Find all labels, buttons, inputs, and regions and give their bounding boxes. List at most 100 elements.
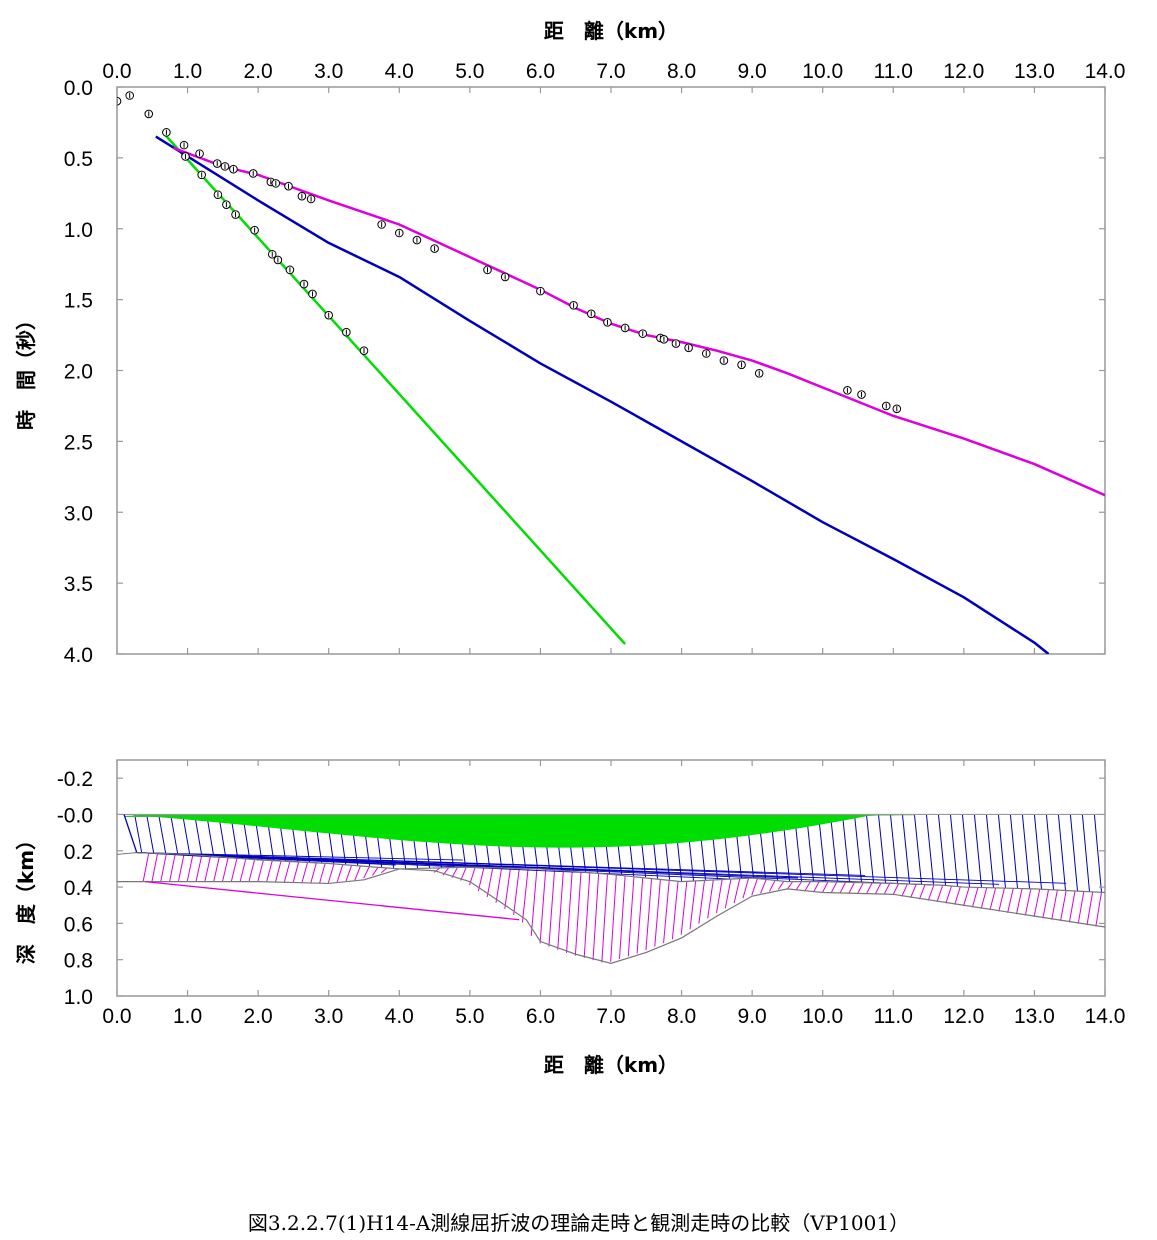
observed-point [701,349,711,358]
refractor-ray-path [145,880,520,921]
top-y-tick-label: 0.5 [64,148,93,171]
observed-point [125,91,135,100]
ray-path-layer2 [610,874,617,962]
ray-path-layer2 [989,887,997,911]
ray-path-layer2 [592,873,600,961]
top-x-tick-label: 8.0 [667,60,696,83]
observed-point [324,310,334,320]
observed-point [229,164,238,174]
direct-wave-ray [124,815,916,817]
bottom-x-tick-label: 9.0 [738,1005,767,1028]
ray-path-layer1 [1033,814,1042,889]
travel-time-curve-green [161,131,627,645]
ray-path-layer2 [372,867,379,876]
ray-path-layer2 [213,856,220,882]
ray-path-layer1 [146,814,155,854]
observed-point [843,386,852,395]
ray-path-layer2 [936,885,944,903]
ray-path-layer2 [160,853,167,882]
observed-point [213,190,223,200]
top-plot-frame [116,86,1106,655]
ray-path-layer2 [1033,889,1041,918]
bottom-x-tick-label: 12.0 [943,1005,984,1028]
ray-path-layer2 [266,860,273,883]
bottom-x-tick-label: 8.0 [667,1005,696,1028]
top-x-tick-label: 6.0 [526,60,555,83]
top-x-tick-labels: 0.0 1.0 2.0 3.0 4.0 5.0 6.0 7.0 8.0 9.0 10.0 11.0 12… [102,60,1125,654]
observed-point [179,140,189,150]
ray-path-layer2 [1077,891,1085,924]
ray-path-layer1 [925,814,935,885]
ray-path-layer2 [1024,888,1032,916]
bottom-y-tick-label: 0.6 [64,913,93,936]
ray-path-layer1 [170,814,179,854]
bottom-x-tick-label: 14.0 [1085,1005,1126,1028]
ray-path-layer1 [913,814,923,885]
top-y-tick-labels: 0.0 0.5 1.0 1.5 2.0 2.5 3.0 3.5 4.0 [64,77,1105,667]
observed-point [144,109,154,119]
ray-path-layer1 [134,814,143,853]
bottom-x-tick-label: 7.0 [596,1005,625,1028]
observed-point [197,170,206,180]
bottom-y-tick-label: -0.0 [57,804,93,827]
layer2-boundary [117,868,1105,964]
ray-path-layer1 [985,814,994,888]
observed-point [220,162,230,171]
ray-path-layer2 [724,878,732,909]
ray-path-layer2 [760,879,767,894]
bottom-y-tick-label: 0.4 [64,877,94,900]
observed-point [671,339,681,348]
observed-point [719,356,729,365]
top-y-tick-label: 2.5 [64,431,93,454]
ray-path-layer2 [813,881,820,893]
ray-path-layer2 [204,856,211,882]
observed-point [394,228,404,238]
ray-path-layer2 [513,868,520,915]
bottom-x-tick-label: 5.0 [455,1005,484,1028]
ray-path-layer2 [1095,892,1102,927]
ray-path-layer1 [1081,814,1090,892]
top-x-tick-label: 7.0 [596,60,625,83]
observed-point-circle [117,96,122,106]
observed-point [892,404,902,414]
ray-path-layer2 [1086,891,1094,926]
ray-path-layer2 [927,884,935,901]
ray-path-layer2 [627,876,635,957]
ray-path-layer2 [663,880,670,944]
top-y-tick-label: 0.0 [64,77,93,100]
ray-path-layer2 [892,883,900,896]
top-x-tick-label: 3.0 [314,60,343,83]
observed-point [483,265,492,275]
observed-point [342,327,351,337]
top-x-tick-label: 4.0 [385,60,414,83]
ray-path-layer2 [874,882,882,895]
ray-path-layer2 [557,870,564,950]
top-y-tick-label: 3.5 [64,573,93,596]
top-y-tick-label: 2.0 [64,361,93,384]
top-x-tick-label: 10.0 [802,60,843,83]
ray-path-layer2 [380,867,388,874]
ray-path-layer2 [354,865,361,881]
ray-path-layer2 [301,862,309,884]
observed-point [737,360,746,370]
top-y-axis-title: 時 間（秒） [14,310,38,430]
ray-path-layer2 [363,866,370,879]
ray-path-layer2 [222,857,229,882]
head-wave-ray [136,852,1067,884]
bottom-y-axis-title: 深 度（km） [14,830,38,964]
observed-point [267,249,277,259]
ray-path-layer1 [841,814,851,883]
ray-path-layer2 [698,880,706,924]
ray-path-layer2 [848,882,855,894]
observed-point [299,279,309,289]
ray-path-layer2 [689,880,697,930]
observed-point [857,390,866,399]
observed-point [181,152,190,161]
ray-path-layer2 [680,881,688,935]
ray-path-layer2 [539,869,547,944]
ray-path-layer2 [998,888,1005,912]
bottom-y-tick-label: 0.8 [64,950,93,973]
observed-point [273,255,283,265]
observed-point [684,343,693,353]
bottom-x-tick-label: 13.0 [1014,1005,1055,1028]
